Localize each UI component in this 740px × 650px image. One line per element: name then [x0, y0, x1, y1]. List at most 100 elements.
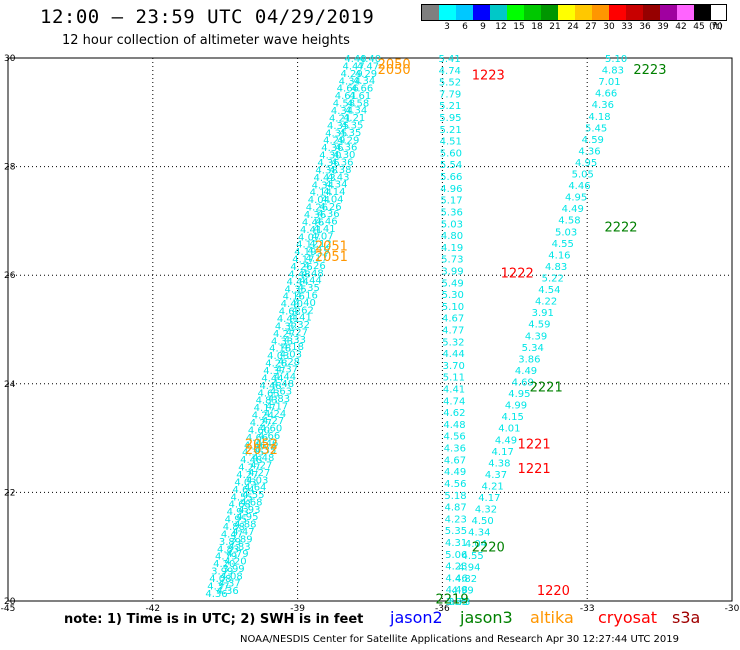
- swh-value-altika-B: 4.66: [351, 84, 373, 95]
- swh-value-altika-A: 4.04: [308, 195, 330, 206]
- time-label-jason3: 2219: [436, 592, 469, 607]
- y-tick-label: 20: [4, 597, 16, 607]
- swh-value-altika-B: 4.14: [323, 187, 345, 198]
- legend-swatch: [643, 5, 660, 20]
- swh-value-jason3-ascending: 4.99: [451, 585, 473, 596]
- swh-value-altika-B: 4.28: [278, 357, 300, 368]
- swh-value-altika-A: 4.18: [269, 344, 291, 355]
- swh-value-altika-A: 4.88: [223, 522, 245, 533]
- plot-frame: [7, 57, 733, 602]
- time-label-altika: 2051: [315, 239, 348, 254]
- swh-value-altika-B: 4.30: [333, 150, 355, 161]
- swh-value-altika-B: 4.63: [270, 387, 292, 398]
- swh-value-jason3-ascending: 5.10: [605, 54, 627, 65]
- swh-value-altika-B: 4.35: [341, 121, 363, 132]
- legend-swatch: [541, 5, 558, 20]
- legend-swatch: [473, 5, 490, 20]
- y-tick-label: 26: [4, 271, 16, 281]
- legend-label: 9: [480, 22, 486, 32]
- swh-value-altika-A: 4.66: [337, 84, 359, 95]
- swh-value-jason3-descending: 4.56: [444, 479, 466, 490]
- swh-value-jason3-descending: 4.48: [443, 420, 465, 431]
- units-note: note: 1) Time is in UTC; 2) SWH is in fe…: [64, 612, 364, 627]
- swh-value-altika-B: 4.17: [305, 254, 327, 265]
- swh-value-jason3-ascending: 4.34: [468, 528, 490, 539]
- swh-value-altika-B: 4.40: [294, 298, 316, 309]
- swh-value-jason3-descending: 5.36: [441, 207, 463, 218]
- swh-value-altika-A: 4.32: [275, 321, 297, 332]
- swh-value-altika-A: 4.07: [298, 232, 320, 243]
- legend-label: 33: [621, 22, 633, 32]
- swh-value-jason3-descending: 4.23: [445, 514, 467, 525]
- swh-value-altika-B: 4.64: [244, 483, 266, 494]
- swh-value-altika-A: 4.34: [339, 76, 361, 87]
- swh-value-jason3-ascending: 4.95: [565, 193, 587, 204]
- swh-value-jason3-ascending: 4.66: [595, 89, 617, 100]
- legend-swatch: [609, 5, 626, 20]
- swh-value-jason3-descending: 5.95: [439, 113, 461, 124]
- swh-value-jason3-descending: 5.30: [442, 290, 464, 301]
- legend-label: 39: [657, 22, 669, 32]
- swh-value-jason3-descending: 5.41: [439, 54, 461, 65]
- swh-value-altika-B: 3.99: [222, 564, 244, 575]
- swh-value-jason3-descending: 5.18: [444, 491, 466, 502]
- swh-value-altika-A: 4.40: [344, 54, 366, 65]
- swh-value-altika-A: 4.27: [250, 418, 272, 429]
- legend-swatch: [507, 5, 524, 20]
- legend-label: 18: [531, 22, 543, 32]
- swh-value-jason3-descending: 5.11: [443, 373, 465, 384]
- swh-value-altika-B: 4.36: [216, 586, 238, 597]
- swh-value-altika-A: 4.29: [341, 69, 363, 80]
- swh-value-altika-A: 4.03: [267, 351, 289, 362]
- swh-value-altika-A: 4.14: [310, 188, 332, 199]
- legend-label: 42: [675, 22, 687, 32]
- swh-value-altika-B: 4.04: [321, 194, 343, 205]
- satellite-jason3: jason3: [460, 608, 513, 627]
- legend-label: 21: [549, 22, 561, 32]
- swh-value-jason3-ascending: 4.49: [562, 204, 584, 215]
- swh-value-jason3-descending: 4.19: [441, 243, 463, 254]
- swh-value-altika-A: 4.08: [209, 574, 231, 585]
- swh-value-altika-A: 4.43: [313, 173, 335, 184]
- legend-swatch: [592, 5, 609, 20]
- swh-value-jason3-ascending: 4.58: [558, 216, 580, 227]
- swh-value-jason3-descending: 5.32: [442, 337, 464, 348]
- swh-value-altika-A: 4.37: [207, 581, 229, 592]
- swh-value-altika-B: 4.36: [331, 157, 353, 168]
- legend-swatch: [626, 5, 643, 20]
- swh-value-jason3-descending: 4.74: [439, 66, 461, 77]
- swh-value-altika-A: 4.44: [261, 373, 283, 384]
- swh-value-jason3-ascending: 4.83: [545, 262, 567, 273]
- swh-value-altika-A: 4.20: [213, 559, 235, 570]
- swh-value-jason3-descending: 5.03: [441, 219, 463, 230]
- swh-value-altika-A: 4.47: [342, 61, 364, 72]
- swh-value-altika-B: 4.34: [353, 76, 375, 87]
- swh-value-jason3-ascending: 4.55: [462, 551, 484, 562]
- x-tick-label: -42: [145, 604, 160, 614]
- swh-value-jason3-ascending: 4.82: [455, 574, 477, 585]
- swh-value-altika-A: 4.34: [331, 106, 353, 117]
- swh-value-jason3-ascending: 4.59: [582, 135, 604, 146]
- legend-swatch: [558, 5, 575, 20]
- satellite-jason2: jason2: [390, 608, 443, 627]
- swh-value-altika-B: 4.44: [274, 372, 296, 383]
- swh-value-jason3-ascending: 4.36: [592, 100, 614, 111]
- legend-swatch: [422, 5, 439, 20]
- x-tick-label: -33: [580, 604, 595, 614]
- swh-value-altika-A: 4.58: [333, 99, 355, 110]
- color-legend: (ft) 3 6 9 12 15 18 21 24 27 30 33 36 39 42 45 70: [421, 4, 727, 33]
- satellite-altika: altika: [530, 608, 574, 627]
- swh-value-altika-B: 4.35: [298, 283, 320, 294]
- swh-value-jason3-descending: 3.85: [446, 597, 468, 608]
- swh-value-altika-B: 4.83: [228, 542, 250, 553]
- swh-value-altika-B: 4.17: [266, 401, 288, 412]
- swh-value-altika-A: 4.34: [312, 180, 334, 191]
- swh-value-altika-A: 3.89: [219, 537, 241, 548]
- swh-value-jason3-ascending: 5.34: [522, 343, 544, 354]
- swh-value-jason3-ascending: 4.22: [535, 297, 557, 308]
- swh-value-jason3-ascending: 5.45: [585, 123, 607, 134]
- swh-value-altika-B: 4.62: [292, 305, 314, 316]
- swh-value-jason3-ascending: 4.16: [548, 250, 570, 261]
- swh-value-jason3-ascending: 4.17: [478, 493, 500, 504]
